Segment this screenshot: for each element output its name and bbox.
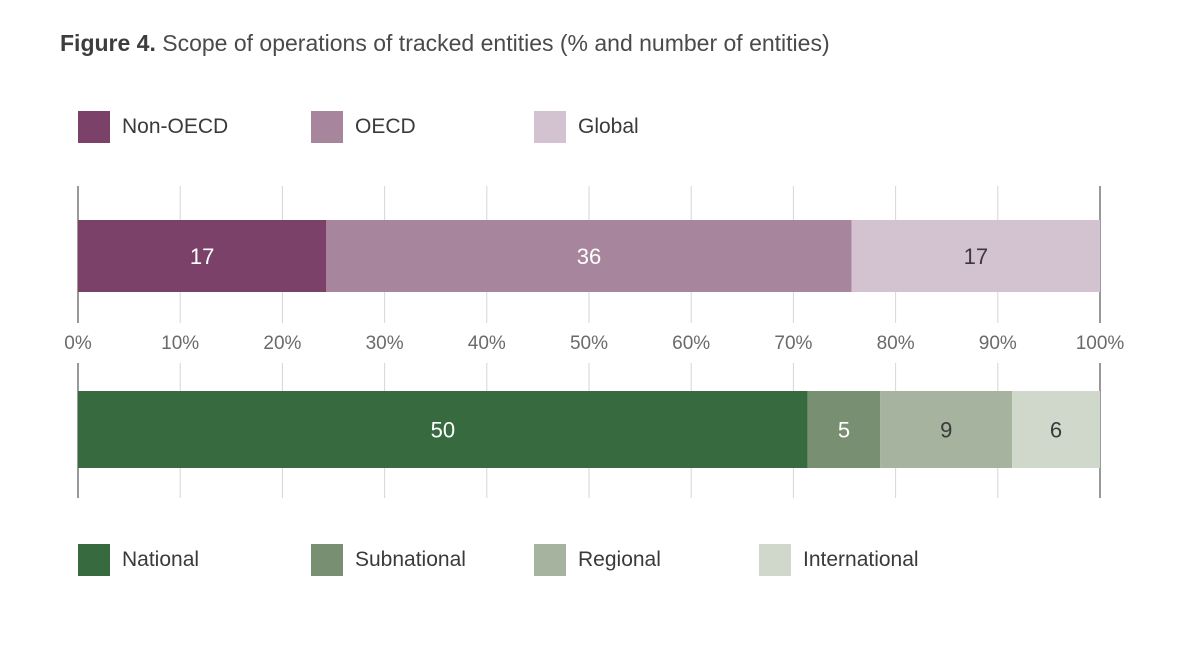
data-label-subnational: 5 (838, 418, 850, 443)
data-label-international: 6 (1050, 418, 1062, 443)
legend-label: Non-OECD (122, 115, 229, 138)
data-label-oecd: 36 (577, 244, 601, 269)
bar-segment-national (78, 391, 808, 468)
legend-swatch (78, 544, 110, 576)
legend-label: Regional (578, 548, 661, 571)
legend-scope-top: Non-OECD OECD Global (0, 110, 1183, 144)
bar-segment-oecd (326, 220, 852, 292)
data-label-national: 50 (431, 418, 455, 443)
bar-segment-global (851, 220, 1100, 292)
figure-title-text: Scope of operations of tracked entities … (162, 30, 830, 56)
legend-item-non-oecd: Non-OECD (78, 110, 228, 144)
legend-label: OECD (355, 115, 416, 138)
legend-swatch (311, 111, 343, 143)
legend-swatch (534, 111, 566, 143)
x-tick-label: 100% (1076, 333, 1125, 354)
legend-label: Global (578, 115, 639, 138)
legend-label: International (803, 548, 919, 571)
legend-swatch (311, 544, 343, 576)
legend-label: Subnational (355, 548, 466, 571)
x-tick-label: 30% (366, 333, 404, 354)
legend-item-international: International (759, 543, 919, 577)
x-tick-label: 40% (468, 333, 506, 354)
data-label-global: 17 (964, 244, 988, 269)
bar-segment-regional (880, 391, 1013, 468)
figure-label: Figure 4. (60, 30, 156, 56)
x-tick-label: 70% (774, 333, 812, 354)
legend-swatch (78, 111, 110, 143)
x-tick-label: 80% (877, 333, 915, 354)
x-tick-label: 10% (161, 333, 199, 354)
legend-item-oecd: OECD (311, 110, 416, 144)
legend-item-regional: Regional (534, 543, 661, 577)
legend-label: National (122, 548, 200, 571)
legend-item-subnational: Subnational (311, 543, 466, 577)
bar-segment-subnational (807, 391, 881, 468)
x-tick-label: 20% (263, 333, 301, 354)
legend-item-national: National (78, 543, 199, 577)
data-label-regional: 9 (940, 418, 952, 443)
x-tick-label: 90% (979, 333, 1017, 354)
x-tick-label: 50% (570, 333, 608, 354)
legend-item-global: Global (534, 110, 639, 144)
bar-segment-international (1012, 391, 1100, 468)
data-label-non-oecd: 17 (190, 244, 214, 269)
x-tick-label: 60% (672, 333, 710, 354)
x-tick-label: 0% (64, 333, 92, 354)
legend-scope-bottom: National Subnational Regional International (0, 543, 1183, 577)
bar-segment-non-oecd (78, 220, 327, 292)
legend-swatch (534, 544, 566, 576)
chart-title: Figure 4. Scope of operations of tracked… (60, 30, 830, 57)
legend-swatch (759, 544, 791, 576)
